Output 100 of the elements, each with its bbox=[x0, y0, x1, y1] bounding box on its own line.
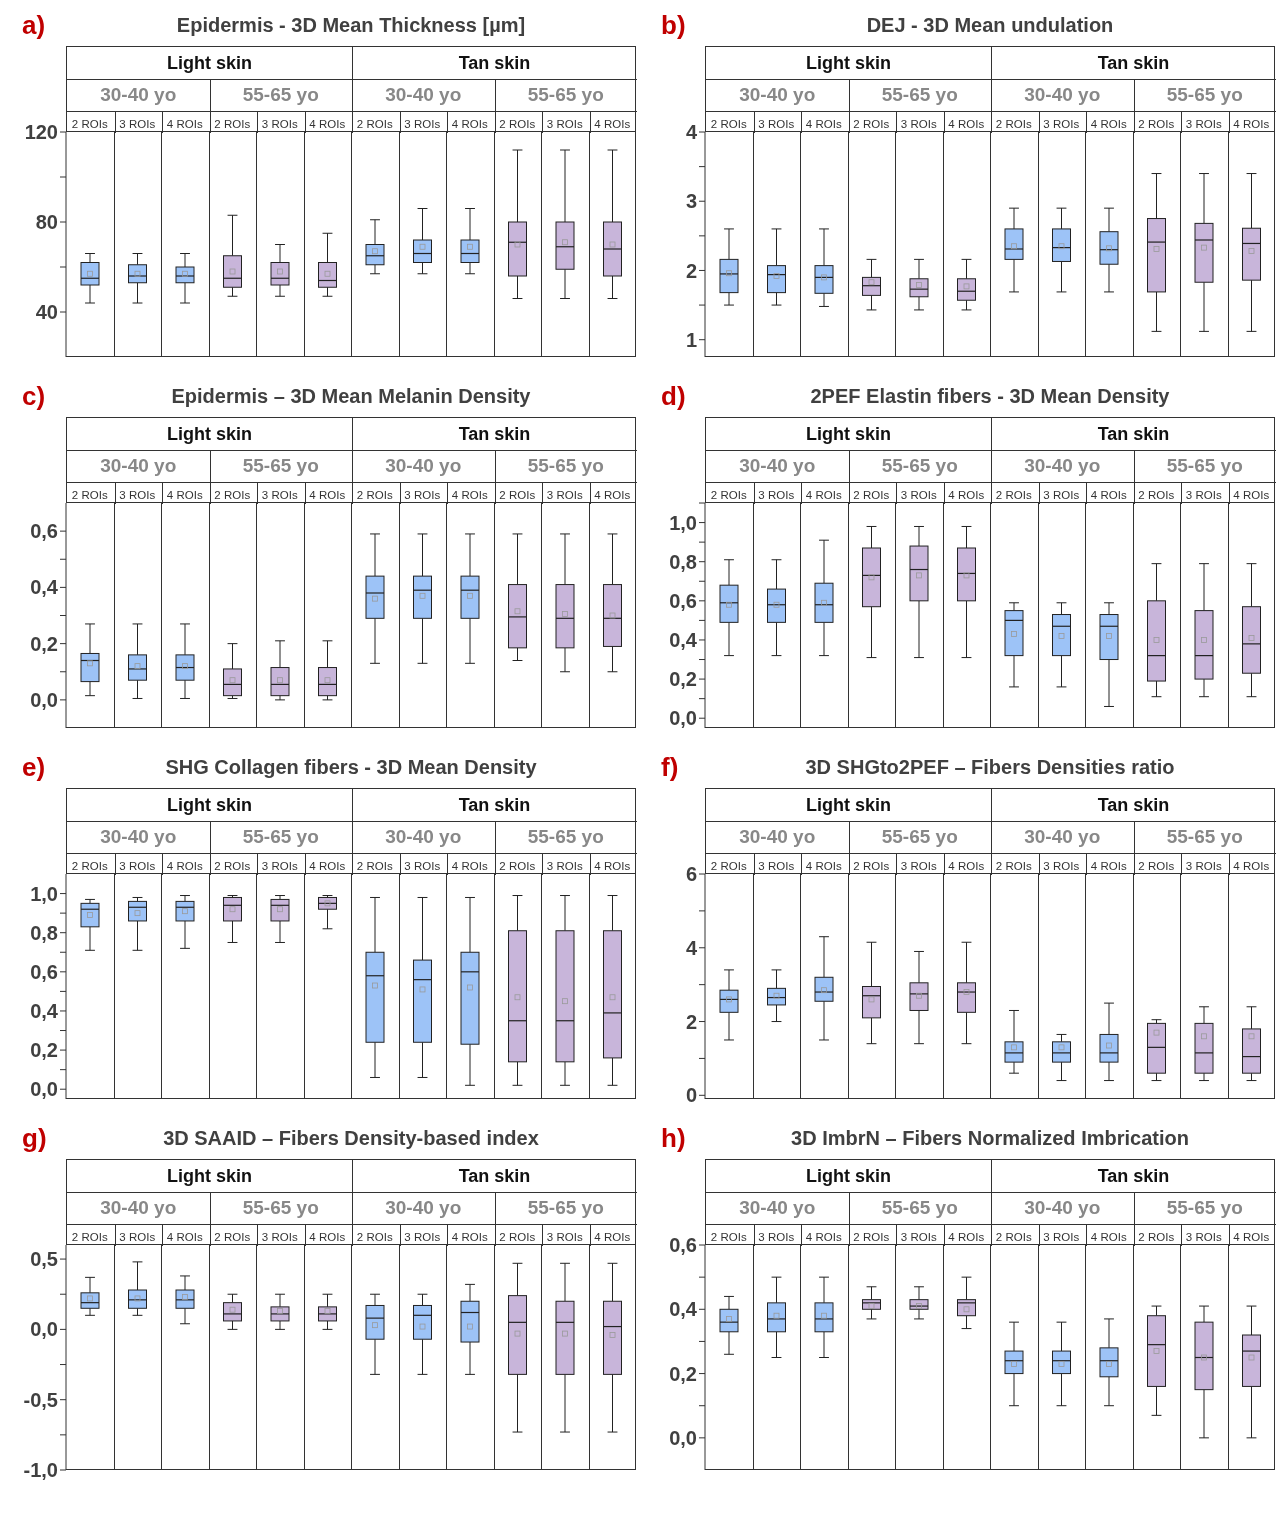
y-tick-label: 80 bbox=[35, 211, 58, 234]
x-tick-label: 3 ROIs bbox=[900, 860, 937, 872]
x-tick-label: 4 ROIs bbox=[309, 860, 346, 872]
x-tick-label: 2 ROIs bbox=[710, 1231, 747, 1243]
x-tick-label: 4 ROIs bbox=[1233, 489, 1270, 501]
text: b) bbox=[661, 10, 686, 41]
x-tick-label: 2 ROIs bbox=[1138, 118, 1175, 130]
x-tick-label: 4 ROIs bbox=[451, 860, 488, 872]
y-tick-label: 0,2 bbox=[669, 668, 697, 691]
y-tick-label: 0,2 bbox=[669, 1362, 697, 1385]
text: e) bbox=[22, 752, 46, 783]
text: f) bbox=[661, 752, 679, 783]
y-tick-label: 0,5 bbox=[30, 1248, 58, 1271]
y-tick-label: 1,0 bbox=[30, 882, 58, 905]
x-tick-label: 4 ROIs bbox=[805, 860, 842, 872]
y-tick-label: 0,4 bbox=[669, 1298, 698, 1321]
y-tick-label: 0,4 bbox=[30, 576, 59, 599]
x-tick-label: 3 ROIs bbox=[1043, 489, 1080, 501]
x-tick-label: 4 ROIs bbox=[309, 118, 346, 130]
x-tick-label: 3 ROIs bbox=[1185, 860, 1222, 872]
y-tick-label: 0 bbox=[685, 1084, 697, 1107]
x-tick-label: 4 ROIs bbox=[451, 1231, 488, 1243]
x-tick-label: 2 ROIs bbox=[71, 118, 108, 130]
y-tick-label: 1 bbox=[685, 328, 697, 351]
x-tick-label: 2 ROIs bbox=[356, 860, 393, 872]
x-tick-label: 4 ROIs bbox=[948, 860, 985, 872]
x-tick-label: 3 ROIs bbox=[900, 489, 937, 501]
x-tick-label: 2 ROIs bbox=[995, 1231, 1032, 1243]
x-tick-label: 4 ROIs bbox=[948, 1231, 985, 1243]
y-tick-label: 0,6 bbox=[669, 589, 697, 612]
x-tick-label: 2 ROIs bbox=[853, 489, 890, 501]
x-tick-label: 2 ROIs bbox=[214, 489, 251, 501]
x-tick-label: 2 ROIs bbox=[1138, 489, 1175, 501]
x-tick-label: 3 ROIs bbox=[758, 860, 795, 872]
x-tick-label: 2 ROIs bbox=[995, 860, 1032, 872]
y-tick-label: 0,6 bbox=[30, 520, 58, 543]
x-tick-label: 4 ROIs bbox=[594, 118, 631, 130]
x-tick-label: 2 ROIs bbox=[1138, 860, 1175, 872]
chart-title: Epidermis - 3D Mean Thickness [µm] bbox=[175, 14, 527, 37]
x-tick-label: 3 ROIs bbox=[900, 118, 937, 130]
y-tick-label: 4 bbox=[685, 121, 698, 144]
x-tick-label: 4 ROIs bbox=[166, 860, 203, 872]
x-tick-label: 3 ROIs bbox=[1043, 1231, 1080, 1243]
x-tick-label: 4 ROIs bbox=[166, 118, 203, 130]
y-tick-label: 2 bbox=[685, 1010, 697, 1033]
x-tick-label: 4 ROIs bbox=[451, 118, 488, 130]
x-tick-label: 3 ROIs bbox=[119, 489, 156, 501]
x-tick-label: 3 ROIs bbox=[758, 489, 795, 501]
chart-title: 3D ImbrN – Fibers Normalized Imbrication bbox=[790, 1127, 1190, 1150]
x-tick-label: 4 ROIs bbox=[1233, 1231, 1270, 1243]
chart-title: 2PEF Elastin fibers - 3D Mean Density bbox=[809, 385, 1171, 408]
x-tick-label: 2 ROIs bbox=[853, 118, 890, 130]
x-tick-label: 2 ROIs bbox=[710, 860, 747, 872]
x-tick-label: 4 ROIs bbox=[805, 489, 842, 501]
x-tick-label: 3 ROIs bbox=[119, 860, 156, 872]
x-tick-label: 2 ROIs bbox=[356, 118, 393, 130]
chart-title: DEJ - 3D Mean undulation bbox=[865, 14, 1115, 37]
x-tick-label: 4 ROIs bbox=[451, 489, 488, 501]
x-tick-label: 2 ROIs bbox=[71, 489, 108, 501]
y-tick-label: 6 bbox=[685, 863, 697, 886]
x-tick-label: 3 ROIs bbox=[404, 1231, 441, 1243]
x-tick-label: 2 ROIs bbox=[1138, 1231, 1175, 1243]
x-tick-label: 4 ROIs bbox=[948, 118, 985, 130]
x-tick-label: 2 ROIs bbox=[499, 1231, 536, 1243]
x-tick-label: 4 ROIs bbox=[594, 860, 631, 872]
x-tick-label: 4 ROIs bbox=[805, 118, 842, 130]
x-tick-label: 2 ROIs bbox=[356, 489, 393, 501]
chart-title: SHG Collagen fibers - 3D Mean Density bbox=[164, 756, 538, 779]
x-tick-label: 2 ROIs bbox=[71, 860, 108, 872]
y-tick-label: 3 bbox=[685, 190, 697, 213]
x-tick-label: 4 ROIs bbox=[1090, 118, 1127, 130]
y-tick-label: 0,8 bbox=[669, 550, 697, 573]
x-tick-label: 3 ROIs bbox=[1043, 860, 1080, 872]
x-tick-label: 3 ROIs bbox=[758, 1231, 795, 1243]
x-tick-label: 2 ROIs bbox=[214, 1231, 251, 1243]
x-tick-label: 4 ROIs bbox=[1090, 489, 1127, 501]
x-tick-label: 2 ROIs bbox=[499, 860, 536, 872]
x-tick-label: 2 ROIs bbox=[214, 118, 251, 130]
y-tick-label: 0,2 bbox=[30, 1039, 58, 1062]
chart-title: 3D SAAID – Fibers Density-based index bbox=[162, 1127, 540, 1150]
x-tick-label: 3 ROIs bbox=[1185, 489, 1222, 501]
y-tick-label: 40 bbox=[35, 301, 58, 324]
y-tick-label: 0,0 bbox=[669, 1426, 697, 1449]
x-tick-label: 4 ROIs bbox=[309, 1231, 346, 1243]
y-tick-label: 0,0 bbox=[30, 1078, 58, 1101]
y-tick-label: 4 bbox=[685, 936, 698, 959]
x-tick-label: 3 ROIs bbox=[261, 860, 298, 872]
x-tick-label: 3 ROIs bbox=[404, 118, 441, 130]
x-tick-label: 4 ROIs bbox=[1233, 860, 1270, 872]
x-tick-label: 2 ROIs bbox=[710, 489, 747, 501]
x-tick-label: 4 ROIs bbox=[166, 1231, 203, 1243]
x-tick-label: 3 ROIs bbox=[261, 118, 298, 130]
x-tick-label: 4 ROIs bbox=[1090, 1231, 1127, 1243]
y-tick-label: 0,4 bbox=[30, 1000, 59, 1023]
x-tick-label: 3 ROIs bbox=[546, 118, 583, 130]
x-tick-label: 4 ROIs bbox=[594, 1231, 631, 1243]
y-tick-label: 0,4 bbox=[669, 629, 698, 652]
x-tick-label: 3 ROIs bbox=[119, 118, 156, 130]
x-tick-label: 2 ROIs bbox=[499, 118, 536, 130]
chart-title: Epidermis – 3D Mean Melanin Density bbox=[170, 385, 532, 408]
